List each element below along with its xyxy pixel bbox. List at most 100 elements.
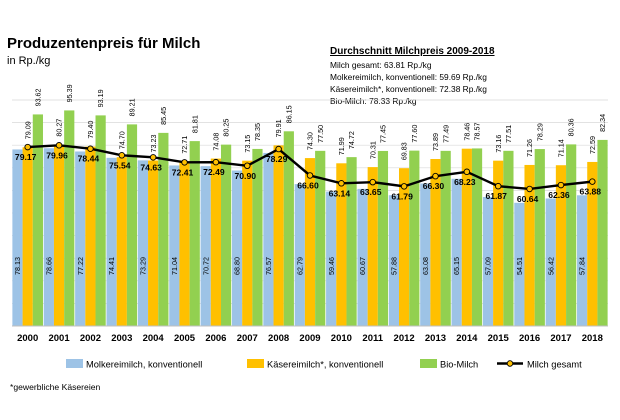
bar-value-label-molkerei: 71.04 [170,257,179,275]
x-tick-label: 2004 [143,333,165,344]
bar-bio [283,131,294,326]
bar-value-label-kaeserei: 71.99 [337,137,346,155]
bar-value-label-bio: 74.72 [347,131,356,149]
bar-value-label-molkerei: 56.42 [546,257,555,275]
bar-kaeserei [179,161,190,326]
bar-value-label-kaeserei: 70.31 [368,141,377,159]
bar-kaeserei [242,160,253,326]
x-tick-label: 2016 [519,333,540,344]
line-value-label-milch-gesamt: 78.29 [266,154,288,164]
bar-bio [158,132,169,326]
bar-value-label-molkerei: 78.13 [13,257,22,275]
legend-label-bio: Bio-Milch [440,360,478,370]
point-milch-gesamt [463,168,471,176]
x-tick-label: 2005 [174,333,196,344]
bar-bio [409,150,420,326]
bar-kaeserei [493,160,504,326]
bar-value-label-bio: 78.35 [253,123,262,141]
x-tick-label: 2009 [299,333,320,344]
bar-kaeserei [555,165,567,326]
bar-bio [189,141,200,326]
bar-value-label-molkerei: 74.41 [107,257,116,275]
bar-molkerei [169,165,180,326]
bar-molkerei [106,157,117,326]
bar-value-label-molkerei: 57.88 [390,257,399,275]
bar-molkerei [577,195,588,326]
bar-kaeserei [587,161,598,326]
average-info-line: Käsereimilch*, konventionell: 72.38 Rp./… [330,84,487,94]
bar-bio [252,148,263,326]
legend-item-molkerei: Molkereimilch, konventionell [66,359,202,370]
footnote: *gewerbliche Käsereien [10,382,101,392]
point-milch-gesamt [400,183,408,190]
bar-kaeserei [399,168,410,326]
bar-value-label-kaeserei: 78.46 [462,123,471,141]
bar-value-label-bio: 95.39 [65,84,74,102]
point-milch-gesamt [244,162,251,170]
legend-swatch-kaeserei [247,359,264,368]
point-milch-gesamt [338,180,345,187]
bar-kaeserei [304,158,316,326]
bar-value-label-molkerei: 76.57 [264,257,273,275]
x-tick-label: 2011 [362,333,383,344]
line-value-label-milch-gesamt: 70.90 [235,171,257,181]
point-milch-gesamt [149,154,157,161]
bar-value-label-molkerei: 78.66 [44,257,53,275]
bar-value-label-molkerei: 68.80 [233,257,242,275]
x-tick-label: 2000 [17,333,38,344]
bar-kaeserei [430,159,441,326]
line-value-label-milch-gesamt: 63.88 [580,187,602,197]
bar-kaeserei [53,144,65,326]
bar-value-label-kaeserei: 74.30 [306,132,315,150]
line-value-label-milch-gesamt: 60.64 [517,194,539,204]
x-tick-label: 2008 [268,333,289,344]
bar-value-label-bio: 93.19 [96,89,105,107]
x-tick-label: 2013 [425,333,446,344]
bar-value-label-kaeserei: 72.71 [180,136,189,154]
line-value-label-milch-gesamt: 79.96 [46,150,68,160]
bar-bio [64,110,75,326]
bar-molkerei [263,152,274,326]
bar-value-label-kaeserei: 79.09 [23,121,32,139]
line-value-label-milch-gesamt: 63.14 [329,188,351,198]
bar-kaeserei [116,157,127,326]
bar-value-label-kaeserei: 73.15 [243,135,252,153]
bar-bio [95,115,106,326]
bar-value-label-bio: 77.60 [410,125,419,143]
chart-title: Produzentenpreis für Milch [7,35,201,52]
point-milch-gesamt [55,142,63,149]
bar-molkerei [75,151,86,326]
average-info-box: Durchschnitt Milchpreis 2009-2018 Milch … [330,45,495,107]
bar-kaeserei [22,147,33,326]
bar-value-label-bio: 85.45 [159,107,168,125]
bar-value-label-kaeserei: 69.83 [400,142,409,160]
point-milch-gesamt [557,181,565,189]
bar-value-label-bio: 89.21 [128,98,137,116]
x-tick-label: 2018 [582,333,603,344]
bar-value-label-bio: 80.25 [222,119,231,137]
point-milch-gesamt [118,152,126,159]
bar-value-label-kaeserei: 79.91 [274,119,283,137]
bar-value-label-molkerei: 77.22 [76,257,85,275]
x-tick-label: 2006 [205,333,226,344]
average-info-title: Durchschnitt Milchpreis 2009-2018 [330,46,495,57]
bar-bio [534,149,545,326]
bar-molkerei [326,191,337,326]
line-value-label-milch-gesamt: 72.41 [172,167,194,177]
bar-value-label-kaeserei: 74.08 [211,133,220,151]
bar-value-label-molkerei: 60.67 [358,257,367,275]
bar-bio [315,150,326,326]
bar-value-label-bio: 81.81 [190,115,199,133]
bar-value-label-kaeserei: 79.40 [86,121,95,139]
bar-value-label-kaeserei: 80.27 [55,119,64,137]
x-tick-label: 2010 [331,333,352,344]
bar-molkerei [200,166,211,326]
x-tick-label: 2003 [111,333,132,344]
point-milch-gesamt [432,172,439,180]
bar-value-label-kaeserei: 71.26 [525,139,534,157]
line-value-label-milch-gesamt: 61.87 [485,191,507,201]
point-milch-gesamt [181,159,188,166]
bar-bio [377,150,389,326]
bar-kaeserei [336,163,347,326]
